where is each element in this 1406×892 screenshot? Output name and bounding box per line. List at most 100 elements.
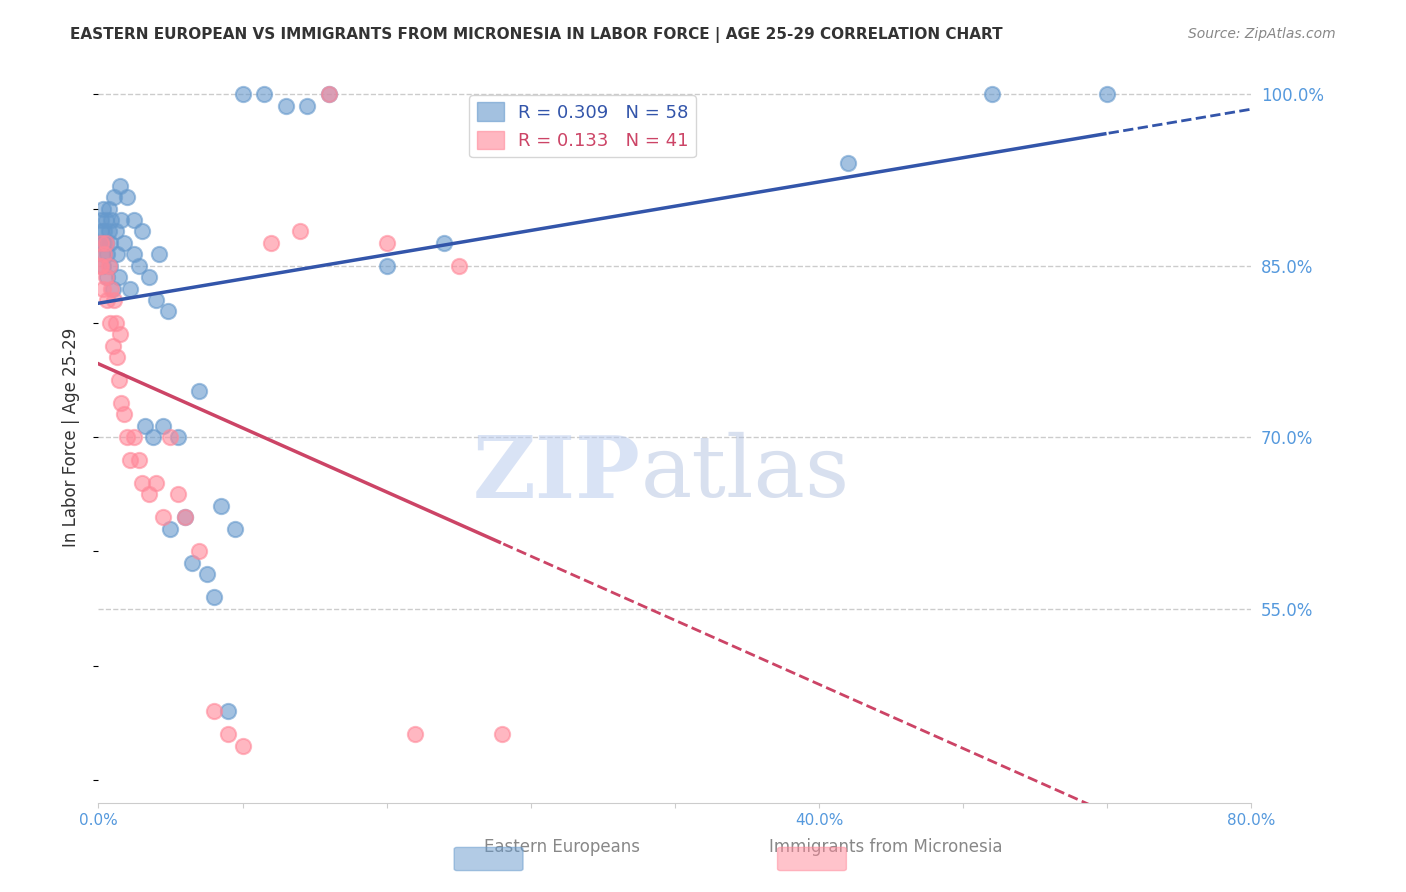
Immigrants from Micronesia <box>97 259 120 273</box>
Eastern Europeans <box>181 556 204 570</box>
Immigrants from Micronesia <box>290 224 312 238</box>
Immigrants from Micronesia <box>166 487 188 501</box>
Immigrants from Micronesia <box>188 544 211 558</box>
Immigrants from Micronesia <box>447 259 470 273</box>
Eastern Europeans <box>117 190 139 204</box>
Immigrants from Micronesia <box>174 510 197 524</box>
Eastern Europeans <box>94 213 117 227</box>
Eastern Europeans <box>100 213 122 227</box>
Immigrants from Micronesia <box>89 259 111 273</box>
Eastern Europeans <box>142 430 165 444</box>
Eastern Europeans <box>297 98 319 112</box>
Eastern Europeans <box>91 235 114 250</box>
Immigrants from Micronesia <box>491 727 513 741</box>
Y-axis label: In Labor Force | Age 25-29: In Labor Force | Age 25-29 <box>62 327 80 547</box>
Eastern Europeans <box>94 235 117 250</box>
Eastern Europeans <box>148 247 170 261</box>
Eastern Europeans <box>103 190 125 204</box>
Immigrants from Micronesia <box>159 430 181 444</box>
Eastern Europeans <box>98 235 121 250</box>
Immigrants from Micronesia <box>152 510 174 524</box>
Immigrants from Micronesia <box>117 430 139 444</box>
Immigrants from Micronesia <box>375 235 398 250</box>
Immigrants from Micronesia <box>124 430 146 444</box>
Immigrants from Micronesia <box>98 316 121 330</box>
Immigrants from Micronesia <box>128 453 150 467</box>
Eastern Europeans <box>433 235 456 250</box>
Eastern Europeans <box>253 87 276 102</box>
Eastern Europeans <box>97 202 120 216</box>
Immigrants from Micronesia <box>231 739 254 753</box>
Eastern Europeans <box>231 87 254 102</box>
Legend: R = 0.309   N = 58, R = 0.133   N = 41: R = 0.309 N = 58, R = 0.133 N = 41 <box>470 95 696 157</box>
Text: atlas: atlas <box>640 432 849 516</box>
Immigrants from Micronesia <box>107 373 129 387</box>
Eastern Europeans <box>202 590 225 604</box>
Eastern Europeans <box>89 235 111 250</box>
Immigrants from Micronesia <box>96 293 118 307</box>
Eastern Europeans <box>124 213 146 227</box>
Eastern Europeans <box>209 499 232 513</box>
Eastern Europeans <box>318 87 340 102</box>
Eastern Europeans <box>107 270 129 285</box>
Eastern Europeans <box>156 304 179 318</box>
Immigrants from Micronesia <box>110 396 132 410</box>
Eastern Europeans <box>91 259 114 273</box>
Eastern Europeans <box>112 235 135 250</box>
Eastern Europeans <box>110 213 132 227</box>
Eastern Europeans <box>375 259 398 273</box>
Immigrants from Micronesia <box>90 235 112 250</box>
Immigrants from Micronesia <box>101 338 124 352</box>
Text: Eastern Europeans: Eastern Europeans <box>485 838 640 856</box>
Eastern Europeans <box>104 224 127 238</box>
Eastern Europeans <box>105 247 128 261</box>
Eastern Europeans <box>131 224 153 238</box>
Eastern Europeans <box>97 224 120 238</box>
Immigrants from Micronesia <box>94 235 117 250</box>
Eastern Europeans <box>145 293 167 307</box>
Eastern Europeans <box>166 430 188 444</box>
Eastern Europeans <box>91 202 114 216</box>
Immigrants from Micronesia <box>217 727 239 741</box>
Immigrants from Micronesia <box>100 281 122 295</box>
Eastern Europeans <box>138 270 160 285</box>
Immigrants from Micronesia <box>405 727 427 741</box>
Immigrants from Micronesia <box>318 87 340 102</box>
Immigrants from Micronesia <box>90 259 112 273</box>
Text: Source: ZipAtlas.com: Source: ZipAtlas.com <box>1188 27 1336 41</box>
Eastern Europeans <box>108 178 131 193</box>
Immigrants from Micronesia <box>105 350 128 364</box>
Eastern Europeans <box>188 384 211 399</box>
Eastern Europeans <box>152 418 174 433</box>
Eastern Europeans <box>98 259 121 273</box>
Eastern Europeans <box>90 224 112 238</box>
Eastern Europeans <box>96 247 118 261</box>
Immigrants from Micronesia <box>104 316 127 330</box>
Text: Immigrants from Micronesia: Immigrants from Micronesia <box>769 838 1002 856</box>
Immigrants from Micronesia <box>202 705 225 719</box>
Eastern Europeans <box>101 281 124 295</box>
Eastern Europeans <box>128 259 150 273</box>
Eastern Europeans <box>981 87 1004 102</box>
Immigrants from Micronesia <box>131 475 153 490</box>
Immigrants from Micronesia <box>94 270 117 285</box>
Immigrants from Micronesia <box>103 293 125 307</box>
Immigrants from Micronesia <box>145 475 167 490</box>
Eastern Europeans <box>96 270 118 285</box>
Immigrants from Micronesia <box>112 407 135 421</box>
Eastern Europeans <box>120 281 142 295</box>
Eastern Europeans <box>124 247 146 261</box>
Immigrants from Micronesia <box>91 281 114 295</box>
Eastern Europeans <box>93 224 115 238</box>
Immigrants from Micronesia <box>260 235 283 250</box>
Immigrants from Micronesia <box>120 453 142 467</box>
Text: ZIP: ZIP <box>472 432 640 516</box>
Immigrants from Micronesia <box>138 487 160 501</box>
Immigrants from Micronesia <box>93 247 115 261</box>
Eastern Europeans <box>217 705 239 719</box>
Eastern Europeans <box>134 418 156 433</box>
Eastern Europeans <box>837 155 859 169</box>
Eastern Europeans <box>93 247 115 261</box>
Eastern Europeans <box>159 521 181 535</box>
Eastern Europeans <box>174 510 197 524</box>
